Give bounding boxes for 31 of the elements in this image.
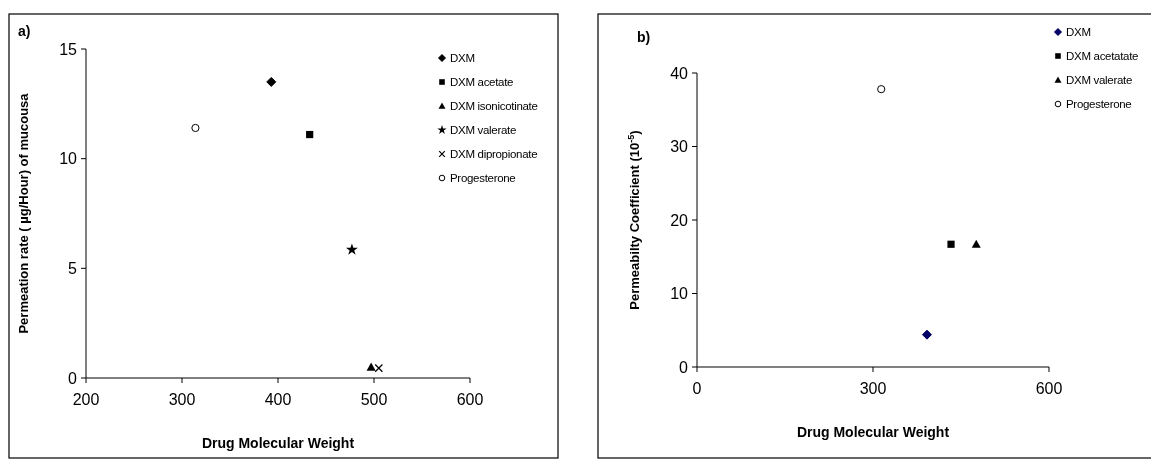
- x-tick-label: 300: [168, 391, 196, 408]
- y-tick-label: 0: [679, 358, 689, 376]
- x-tick-label: 600: [456, 391, 484, 408]
- legend-label: DXM: [450, 52, 475, 65]
- legend-label: DXM isonicotinate: [450, 100, 538, 113]
- x-tick-label: 500: [360, 391, 388, 408]
- x-tick-label: 0: [692, 380, 702, 397]
- legend-label: DXM acetatate: [1066, 50, 1139, 63]
- legend-label: DXM acetate: [450, 76, 514, 89]
- y-axis-title: Permeation rate ( µg/Hour) of mucousa: [16, 92, 31, 334]
- x-axis-title: Drug Molecular Weight: [201, 435, 355, 451]
- legend-label: DXM dipropionate: [450, 148, 538, 161]
- x-tick-label: 600: [1035, 380, 1063, 397]
- y-tick-label: 20: [670, 211, 689, 229]
- x-tick-label: 200: [72, 391, 100, 408]
- y-tick-label: 40: [670, 64, 689, 82]
- x-axis-title: Drug Molecular Weight: [796, 424, 950, 440]
- y-tick-label: 5: [68, 259, 78, 277]
- y-tick-label: 30: [670, 138, 689, 156]
- legend-label: DXM: [1066, 26, 1091, 39]
- chart-title: a): [18, 23, 31, 39]
- legend-label: Progesterone: [1066, 98, 1132, 111]
- y-tick-label: 10: [59, 150, 78, 168]
- legend-label: DXM valerate: [450, 124, 517, 137]
- legend-label: DXM valerate: [1066, 74, 1133, 87]
- y-tick-label: 10: [670, 285, 689, 303]
- x-tick-label: 300: [859, 380, 887, 397]
- chart-title: b): [637, 29, 651, 45]
- legend-label: Progesterone: [450, 172, 516, 185]
- x-tick-label: 400: [264, 391, 292, 408]
- y-tick-label: 15: [59, 40, 78, 58]
